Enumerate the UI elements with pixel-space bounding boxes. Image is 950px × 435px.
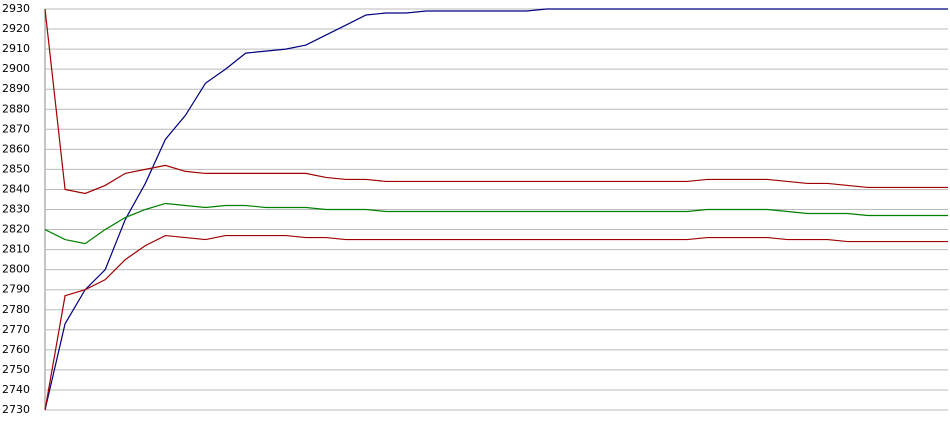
series-line — [44, 8, 948, 195]
y-tick-label: 2890 — [2, 82, 30, 95]
y-tick-label: 2910 — [2, 42, 30, 55]
y-tick-label: 2870 — [2, 122, 30, 135]
y-tick-label: 2750 — [2, 363, 30, 376]
series-line — [44, 202, 948, 245]
y-tick-label: 2860 — [2, 142, 30, 155]
y-tick-label: 2740 — [2, 383, 30, 396]
y-tick-label: 2820 — [2, 223, 30, 236]
y-tick-label: 2880 — [2, 102, 30, 115]
y-tick-label: 2770 — [2, 323, 30, 336]
y-tick-label: 2830 — [2, 203, 30, 216]
y-tick-label: 2800 — [2, 263, 30, 276]
y-tick-label: 2730 — [2, 403, 30, 416]
y-tick-label: 2780 — [2, 303, 30, 316]
y-tick-label: 2760 — [2, 343, 30, 356]
y-tick-label: 2850 — [2, 162, 30, 175]
y-tick-label: 2840 — [2, 182, 30, 195]
y-tick-label: 2920 — [2, 22, 30, 35]
y-tick-label: 2810 — [2, 243, 30, 256]
y-tick-label: 2790 — [2, 283, 30, 296]
y-tick-label: 2930 — [2, 2, 30, 15]
series-line — [44, 234, 948, 411]
y-tick-label: 2900 — [2, 62, 30, 75]
series-line — [44, 8, 948, 411]
